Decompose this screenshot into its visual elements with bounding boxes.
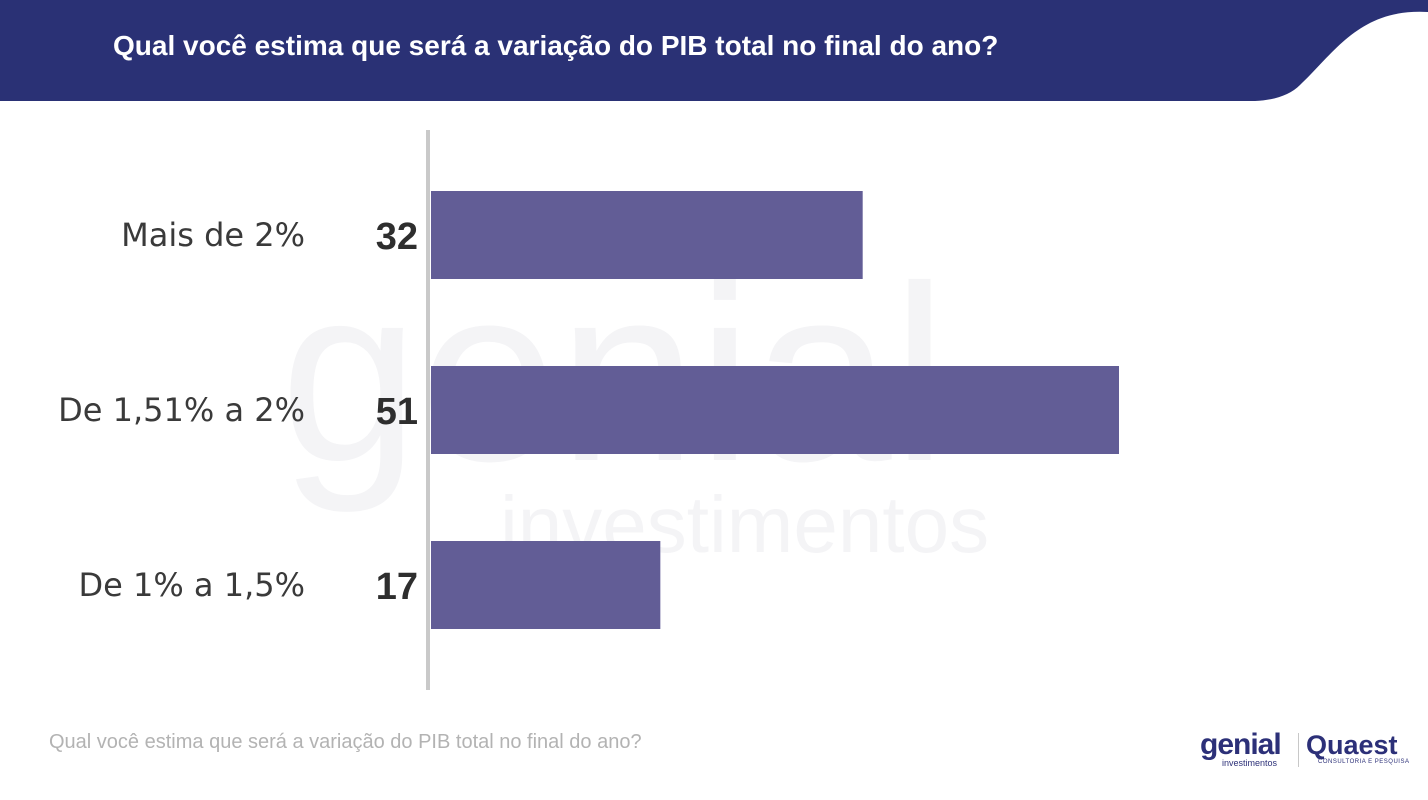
category-label-1: De 1,51% a 2% — [58, 391, 305, 429]
category-label-0: Mais de 2% — [121, 216, 305, 254]
quaest-logo-subtitle: CONSULTORIA E PESQUISA — [1318, 759, 1410, 765]
bar-2 — [431, 541, 661, 629]
bar-0 — [431, 191, 863, 279]
bar-1 — [431, 366, 1119, 454]
value-label-2: 17 — [376, 566, 418, 608]
genial-logo: genial — [1200, 728, 1282, 761]
page-title: Qual você estima que será a variação do … — [113, 30, 999, 61]
genial-logo-subtitle: investimentos — [1222, 758, 1278, 768]
category-label-2: De 1% a 1,5% — [78, 566, 305, 604]
footer-question-note: Qual você estima que será a variação do … — [49, 731, 642, 753]
value-label-0: 32 — [376, 216, 418, 258]
header-shape — [0, 0, 1428, 101]
quaest-logo: Quaest — [1306, 730, 1398, 760]
logos-area: genial investimentos Quaest CONSULTORIA … — [1200, 728, 1409, 770]
logo-divider — [1298, 733, 1299, 767]
value-label-1: 51 — [376, 391, 418, 433]
header-banner — [0, 0, 1428, 101]
